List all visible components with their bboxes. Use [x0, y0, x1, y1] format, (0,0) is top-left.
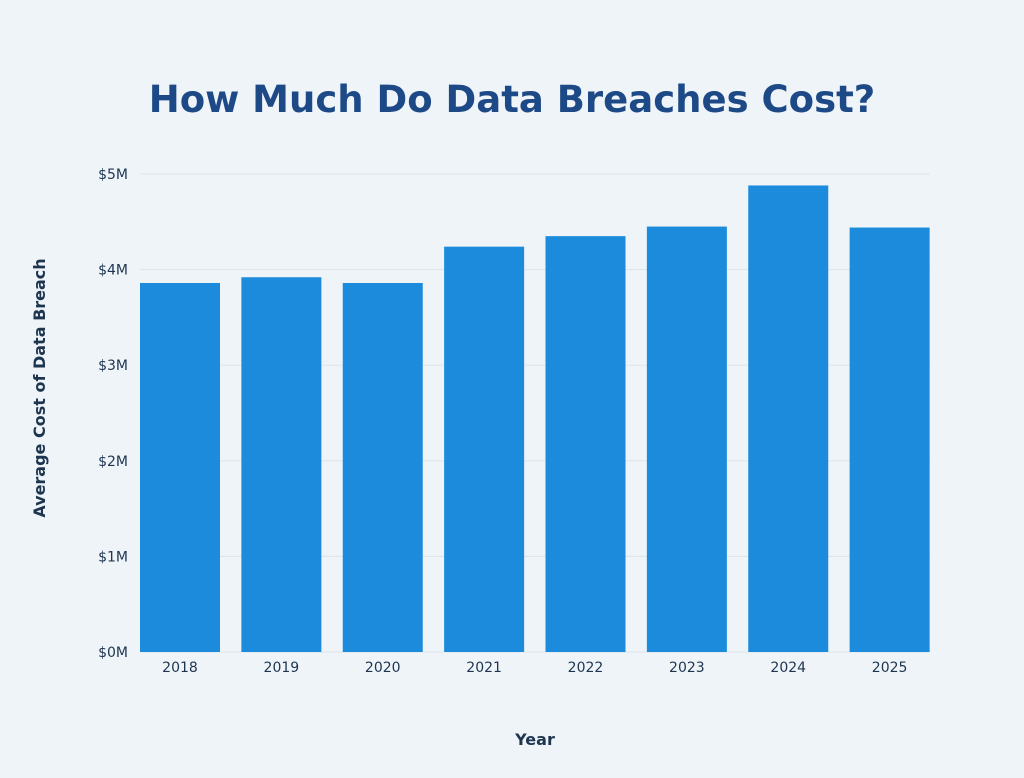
y-tick-label: $3M — [98, 358, 128, 374]
x-tick-label: 2019 — [264, 660, 300, 676]
x-tick-label: 2023 — [669, 660, 705, 676]
bar-2024 — [748, 185, 829, 653]
y-tick-labels: $0M $1M $2M $3M $4M $5M — [98, 167, 128, 661]
x-tick-label: 2024 — [770, 660, 806, 676]
x-tick-label: 2020 — [365, 660, 401, 676]
bar-2020 — [342, 282, 423, 652]
y-tick-label: $2M — [98, 454, 128, 470]
x-tick-labels: 2018 2019 2020 2021 2022 2023 2024 2025 — [162, 660, 907, 676]
x-tick-label: 2025 — [872, 660, 908, 676]
bars — [140, 185, 930, 653]
chart-title: How Much Do Data Breaches Cost? — [148, 78, 876, 121]
x-tick-label: 2022 — [568, 660, 604, 676]
x-axis-label: Year — [514, 730, 555, 749]
y-tick-label: $4M — [98, 263, 128, 279]
bar-2019 — [241, 277, 322, 652]
bar-2021 — [444, 246, 525, 652]
x-tick-label: 2021 — [466, 660, 502, 676]
bar-2022 — [545, 236, 626, 652]
y-tick-label: $5M — [98, 167, 128, 183]
y-tick-label: $1M — [98, 549, 128, 565]
bar-2023 — [646, 226, 727, 652]
y-axis-label: Average Cost of Data Breach — [30, 258, 49, 517]
y-tick-label: $0M — [98, 645, 128, 661]
bar-2025 — [849, 227, 930, 652]
x-tick-label: 2018 — [162, 660, 198, 676]
bar-2018 — [140, 282, 220, 652]
